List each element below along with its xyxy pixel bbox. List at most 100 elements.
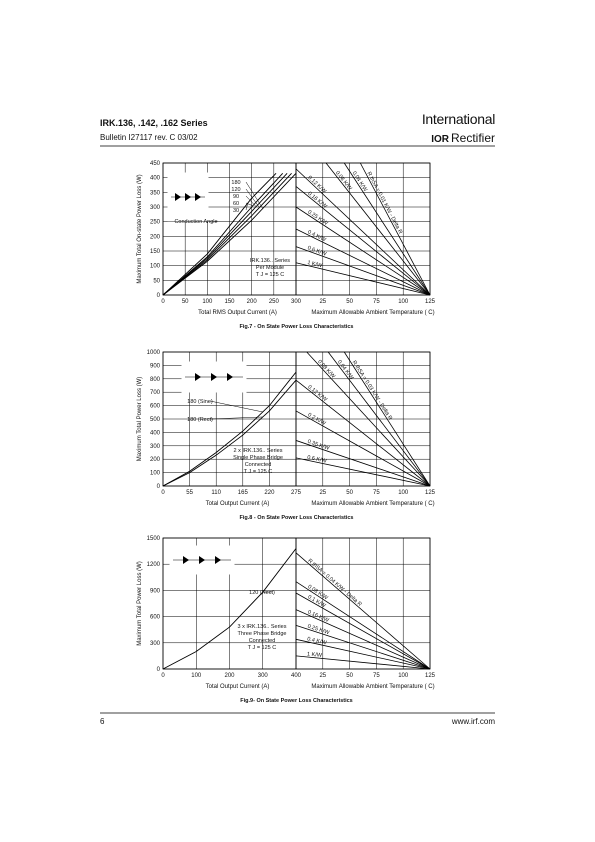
power-curve [162, 172, 277, 296]
logo-mark: IOR [431, 134, 450, 145]
y-tick-label: 400 [150, 430, 161, 436]
footer-url: www.irf.com [451, 717, 495, 726]
caption: Fig.7 - On State Power Loss Characterist… [239, 324, 353, 330]
leader-line [245, 203, 249, 211]
x-tick-label: 50 [346, 299, 353, 305]
y-tick-label: 0 [157, 667, 161, 673]
y-tick-label: 800 [150, 377, 161, 383]
doc-title: IRK.136, .142, .162 Series [100, 118, 208, 128]
y-tick-label: 0 [157, 293, 161, 299]
annotation: Three Phase Bridge [238, 631, 287, 637]
thermal-label: R thSA = 0.01 K/W - Delta R [365, 171, 403, 235]
power-curve [162, 172, 292, 296]
x-axis-label: Total Output Current (A) [206, 684, 270, 690]
x-tick-label: 100 [398, 299, 409, 305]
x-axis-label: Total RMS Output Current (A) [198, 310, 277, 316]
power-curve [162, 379, 297, 487]
thermal-label: 0.25 K/W [307, 624, 331, 637]
annotation: Per Module [256, 265, 284, 271]
annotation: Connected [249, 638, 276, 644]
thermal-label: 0.25 K/W [306, 209, 329, 227]
annotation: T J = 125 C [256, 272, 285, 278]
caption: Fig.9- On State Power Loss Characteristi… [240, 698, 352, 704]
thermal-label: 0.12 K/W [306, 384, 328, 403]
thermal-line [295, 206, 431, 296]
power-curve [162, 371, 297, 487]
y-tick-label: 1200 [147, 562, 161, 568]
inset-element [195, 373, 201, 381]
x-tick-label: 75 [373, 490, 380, 496]
curve-label: 60 [233, 201, 239, 207]
thermal-line [295, 410, 431, 487]
x-axis-label: Maximum Allowable Ambient Temperature ( … [311, 310, 434, 316]
inset-label: Conduction Angle [174, 219, 217, 225]
y-axis-label: Maximum Total On-state Power Loss (W) [137, 174, 143, 283]
thermal-line [295, 457, 431, 487]
thermal-line [359, 162, 431, 296]
y-tick-label: 100 [150, 471, 161, 477]
x-tick-label: 55 [186, 490, 193, 496]
y-axis-label: Maximum Total Power Loss (W) [137, 561, 143, 646]
thermal-label: 1 K/W [307, 651, 323, 659]
thermal-line [295, 624, 431, 670]
thermal-line [295, 592, 431, 670]
x-tick-label: 110 [211, 490, 221, 496]
inset-element [215, 556, 221, 564]
y-tick-label: 450 [150, 161, 161, 167]
x-tick-label: 250 [269, 299, 280, 305]
annotation: Connected [245, 462, 272, 468]
annotation: 2 x IRK.136.. Series [234, 448, 283, 454]
x-tick-label: 100 [191, 673, 202, 679]
thermal-line [295, 246, 431, 296]
x-tick-label: 100 [202, 299, 213, 305]
y-tick-label: 600 [150, 404, 161, 410]
inset-element [175, 193, 181, 201]
y-tick-label: 1000 [147, 350, 161, 356]
x-axis-label: Maximum Allowable Ambient Temperature ( … [311, 684, 434, 690]
curve-label: 120 [231, 187, 240, 193]
thermal-label: 0.6 K/W [307, 455, 328, 465]
thermal-label: 0.08 K/W [334, 170, 353, 192]
inset-element [195, 193, 201, 201]
thermal-line [295, 655, 431, 670]
thermal-label: 0.6 K/W [307, 245, 328, 258]
thermal-label: 0.2 K/W [306, 412, 327, 427]
y-tick-label: 900 [150, 363, 161, 369]
logo-bottom: Rectifier [451, 131, 495, 145]
thermal-label: 0.35 K/W [307, 439, 331, 452]
thermal-label: 0.4 K/W [307, 636, 328, 646]
x-tick-label: 125 [425, 299, 436, 305]
logo-top: International [422, 111, 495, 127]
y-axis-label: Maximum Total Power Loss (W) [137, 377, 143, 462]
y-tick-label: 700 [150, 390, 161, 396]
x-tick-label: 50 [346, 673, 353, 679]
x-tick-label: 50 [182, 299, 189, 305]
x-tick-label: 275 [291, 490, 302, 496]
x-tick-label: 200 [224, 673, 235, 679]
y-tick-label: 200 [150, 234, 161, 240]
thermal-line [343, 351, 431, 487]
x-tick-label: 25 [319, 673, 326, 679]
thermal-line [295, 440, 431, 487]
annotation: IRK.136.. Series [250, 258, 290, 264]
x-tick-label: 220 [264, 490, 275, 496]
y-tick-label: 1500 [147, 536, 161, 542]
x-tick-label: 125 [425, 490, 436, 496]
x-axis-label: Total Output Current (A) [206, 501, 270, 507]
y-tick-label: 300 [150, 444, 161, 450]
thermal-line [295, 552, 431, 670]
curve-label: 180 (Rect) [187, 417, 213, 423]
x-tick-label: 25 [319, 490, 326, 496]
thermal-line [295, 186, 431, 296]
y-tick-label: 300 [150, 205, 161, 211]
y-tick-label: 150 [150, 249, 161, 255]
y-tick-label: 400 [150, 176, 161, 182]
y-tick-label: 50 [153, 278, 160, 284]
caption: Fig.8 - On State Power Loss Characterist… [239, 515, 353, 521]
thermal-line [295, 228, 431, 296]
thermal-label: 1 K/W [307, 260, 324, 270]
y-tick-label: 500 [150, 417, 161, 423]
thermal-line [306, 351, 431, 487]
annotation: T J = 125 C [244, 469, 273, 475]
